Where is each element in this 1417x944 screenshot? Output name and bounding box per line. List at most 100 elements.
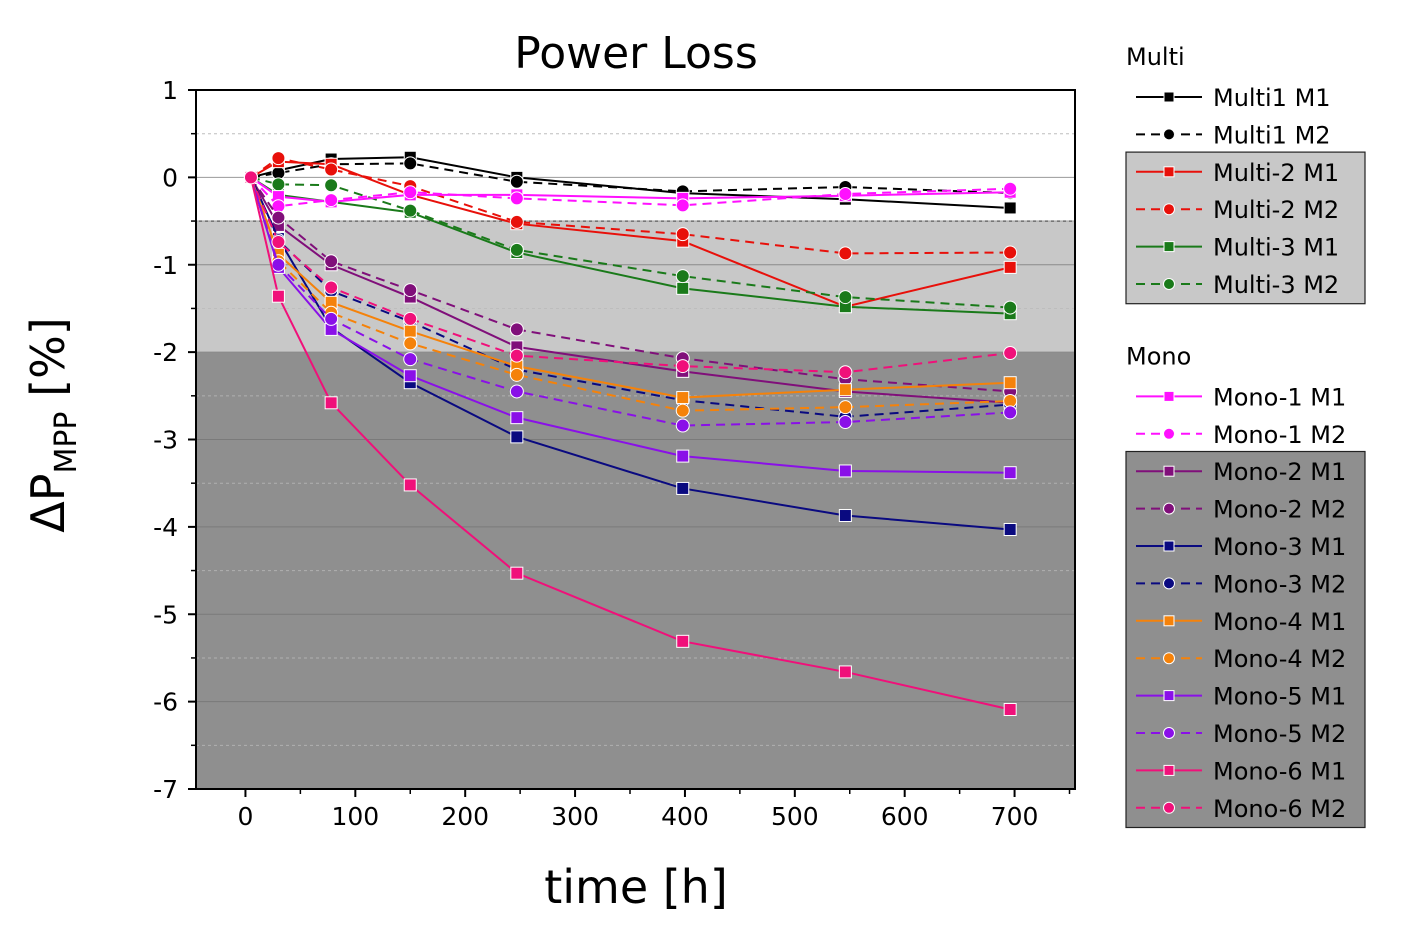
data-point-circle [675, 418, 690, 433]
legend-item: Multi-3 M2 [1136, 271, 1339, 299]
legend-item: Mono-5 M1 [1136, 683, 1346, 711]
data-point-square [676, 449, 690, 463]
chart-title: Power Loss [514, 28, 758, 79]
legend-marker-square [1163, 91, 1175, 103]
legend-shade-box [1125, 450, 1366, 829]
legend-item: Mono-2 M1 [1136, 458, 1346, 486]
legend-label: Mono-1 M2 [1213, 421, 1346, 449]
legend-item: Mono-3 M1 [1136, 533, 1346, 561]
series-line [250, 176, 1011, 315]
data-point-circle [1003, 245, 1018, 260]
data-point-circle [403, 185, 418, 200]
legend-label: Multi1 M2 [1213, 121, 1331, 149]
data-point-square [510, 411, 524, 425]
data-point-square [676, 281, 690, 295]
data-point-square [1003, 466, 1017, 480]
legend-label: Mono-5 M1 [1213, 683, 1346, 711]
data-point-circle [509, 322, 524, 337]
series-line [249, 177, 1011, 412]
legend-item: Mono-6 M2 [1136, 795, 1346, 823]
data-point-circle [509, 242, 524, 257]
y-tick-label: 1 [162, 76, 178, 105]
legend-item: Multi-2 M1 [1136, 159, 1339, 187]
gridlines [196, 133, 1075, 746]
data-point-circle [271, 257, 286, 272]
legend-marker-circle [1163, 652, 1175, 665]
x-tick-label: 300 [551, 802, 599, 831]
legend-marker-circle [1163, 128, 1175, 141]
y-tick-label: -4 [153, 513, 178, 542]
data-point-square [838, 665, 852, 679]
data-point-circle [324, 193, 339, 208]
legend-marker-square [1163, 465, 1175, 477]
series-line [250, 156, 1011, 209]
data-point-circle [324, 254, 339, 269]
legend-item: Mono-4 M2 [1136, 645, 1346, 673]
series-mono-6-m2 [243, 170, 1018, 380]
series-multi-3-m2 [243, 170, 1018, 315]
series-line [250, 160, 1011, 308]
legend-marker-square [1163, 540, 1175, 552]
legend-label: Mono-2 M1 [1213, 458, 1346, 486]
data-point-circle [838, 365, 853, 380]
y-tick-label: 0 [162, 163, 178, 192]
data-point-circle [403, 311, 418, 326]
series-line [250, 176, 1011, 374]
series-line [250, 176, 1011, 309]
data-point-square [1003, 376, 1017, 390]
data-point-circle [324, 162, 339, 177]
legend-marker-circle [1163, 727, 1175, 739]
data-point-square [403, 324, 417, 338]
legend-item: Mono-1 M1 [1136, 383, 1346, 411]
legend-group-title: Multi [1126, 43, 1185, 71]
y-tick-label: -5 [153, 600, 178, 629]
legend-marker-square [1163, 764, 1175, 776]
data-point-circle [509, 174, 524, 189]
data-point-square [510, 430, 524, 444]
legend-label: Mono-5 M2 [1213, 720, 1346, 748]
legend-marker-circle [1163, 801, 1175, 814]
y-tick-label: -6 [153, 688, 178, 717]
legend-shade-box [1125, 151, 1366, 305]
data-point-circle [838, 400, 853, 415]
data-point-circle [403, 283, 418, 298]
legend-label: Mono-6 M2 [1213, 795, 1346, 823]
legend-item: Mono-5 M2 [1136, 720, 1346, 748]
legend-marker-square [1163, 390, 1175, 402]
data-point-square [1003, 201, 1017, 215]
series-line [249, 177, 1011, 474]
legend-item: Multi-2 M2 [1136, 196, 1339, 224]
legend-label: Multi1 M1 [1213, 84, 1331, 112]
legend-label: Mono-3 M2 [1213, 570, 1346, 598]
data-point-square [676, 481, 690, 495]
legend-label: Mono-3 M1 [1213, 533, 1346, 561]
legend-item: Multi-3 M1 [1136, 234, 1339, 262]
data-point-square [838, 509, 852, 523]
series-line [250, 176, 1011, 393]
data-point-circle [509, 384, 524, 399]
data-point-square [676, 391, 690, 405]
data-point-square [403, 369, 417, 383]
data-point-circle [1003, 181, 1018, 196]
x-tick-label: 700 [991, 802, 1039, 831]
legend-marker-square [1163, 241, 1175, 253]
legend-marker-circle [1163, 577, 1175, 590]
data-point-circle [243, 170, 258, 185]
x-axis-label: time [h] [544, 860, 728, 914]
x-tick-label: 500 [771, 802, 819, 831]
data-point-circle [271, 210, 286, 225]
legend-label: Multi-2 M2 [1213, 196, 1339, 224]
legend: Multi Mono Multi1 M1 Multi1 M2 Multi-2 M1 Mul… [1125, 43, 1366, 829]
series-line [249, 177, 1011, 711]
data-point-circle [324, 311, 339, 326]
legend-label: Mono-6 M1 [1213, 757, 1346, 785]
legend-item: Mono-3 M2 [1136, 570, 1346, 598]
data-point-square [271, 289, 285, 303]
series-line [250, 176, 1011, 404]
legend-label: Mono-2 M2 [1213, 496, 1346, 524]
data-point-square [1003, 260, 1017, 274]
data-point-square [510, 566, 524, 580]
data-point-circle [838, 246, 853, 261]
data-point-circle [675, 198, 690, 213]
